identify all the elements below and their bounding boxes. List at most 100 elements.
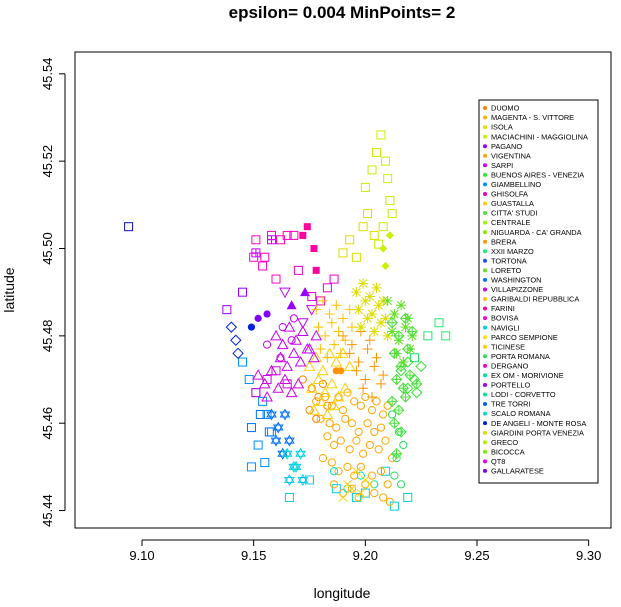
legend-swatch	[483, 440, 487, 445]
data-point	[339, 382, 352, 393]
legend-label: BOVISA	[491, 314, 519, 323]
data-point	[296, 325, 309, 336]
data-point	[358, 278, 369, 289]
data-point	[369, 326, 380, 337]
data-point	[311, 304, 322, 315]
data-point	[296, 318, 309, 329]
legend-label: NIGUARDA - CA' GRANDA	[491, 228, 582, 237]
data-point	[367, 165, 377, 175]
data-point	[329, 440, 339, 450]
legend-label: GRECO	[491, 438, 518, 447]
data-point	[279, 408, 291, 421]
data-point	[317, 295, 328, 306]
legend-label: LODI - CORVETTO	[491, 390, 556, 399]
data-point	[356, 401, 365, 410]
data-point	[300, 287, 311, 297]
data-point	[423, 331, 433, 341]
data-point	[312, 414, 321, 423]
data-point	[364, 335, 375, 346]
legend-swatch	[483, 421, 487, 426]
legend-swatch	[483, 382, 487, 387]
legend-swatch	[483, 239, 487, 244]
data-point	[369, 230, 379, 240]
data-point	[402, 382, 414, 394]
data-point	[352, 466, 361, 476]
legend-swatch	[483, 459, 487, 464]
data-point	[353, 357, 364, 368]
data-point	[375, 317, 386, 328]
data-point	[253, 440, 263, 450]
data-point	[415, 360, 427, 373]
data-point	[353, 304, 364, 315]
data-point	[338, 488, 348, 498]
legend-label: FARINI	[491, 304, 515, 313]
legend-label: NAVIGLI	[491, 323, 520, 332]
data-point	[222, 305, 232, 315]
data-point	[329, 467, 339, 476]
data-point	[325, 377, 338, 389]
data-point	[371, 282, 382, 293]
data-point	[327, 458, 336, 467]
data-point	[390, 373, 403, 386]
legend-label: PAGANO	[491, 142, 522, 151]
data-point	[340, 335, 351, 346]
data-point	[313, 322, 324, 333]
data-point	[319, 386, 331, 398]
legend-label: PARCO SEMPIONE	[491, 333, 558, 342]
legend-swatch	[483, 134, 487, 139]
data-point	[408, 373, 421, 386]
data-point	[297, 473, 309, 486]
data-point	[356, 471, 365, 480]
data-point	[373, 300, 384, 311]
data-point	[263, 310, 271, 318]
data-point	[376, 467, 386, 476]
data-point	[347, 484, 357, 493]
data-point	[387, 326, 398, 337]
data-point	[287, 336, 296, 345]
x-tick-label: 9.25	[464, 548, 489, 563]
y-tick-label: 45.52	[40, 145, 55, 178]
data-point	[370, 480, 379, 489]
data-point	[308, 404, 320, 415]
data-point	[385, 497, 394, 506]
data-point	[251, 388, 261, 398]
legend-label: ISOLA	[491, 123, 513, 132]
data-point	[246, 462, 256, 472]
legend-swatch	[483, 468, 487, 473]
legend-label: DUOMO	[491, 104, 520, 113]
data-point	[278, 323, 287, 332]
data-point	[225, 321, 238, 333]
data-point	[396, 480, 406, 489]
data-point	[346, 322, 357, 333]
legend-swatch	[483, 249, 487, 254]
legend-label: DE ANGELI - MONTE ROSA	[491, 419, 586, 428]
data-point	[386, 395, 398, 408]
data-point	[303, 360, 316, 371]
data-point	[403, 492, 413, 502]
data-point	[393, 330, 405, 342]
data-point	[294, 356, 307, 367]
data-point	[260, 252, 270, 262]
data-point	[370, 488, 379, 498]
data-point	[321, 408, 334, 419]
data-point	[289, 314, 298, 323]
data-point	[347, 419, 357, 428]
data-point	[364, 291, 375, 302]
data-point	[292, 377, 305, 389]
legend-label: MAGENTA - S. VITTORE	[491, 113, 574, 122]
data-point	[322, 352, 333, 363]
data-point	[329, 274, 339, 284]
data-point	[266, 408, 277, 421]
data-point	[385, 195, 395, 205]
y-tick-label: 45.48	[40, 320, 55, 353]
y-axis: 45.44 45.46 45.48 45.50 45.52 45.54	[40, 58, 66, 527]
data-point	[333, 326, 344, 337]
data-point	[325, 419, 334, 428]
data-point	[270, 329, 282, 341]
legend-label: CITTA' STUDI	[491, 209, 537, 218]
data-point	[347, 484, 357, 494]
legend-label: QT8	[491, 457, 505, 466]
legend-swatch	[483, 344, 487, 349]
